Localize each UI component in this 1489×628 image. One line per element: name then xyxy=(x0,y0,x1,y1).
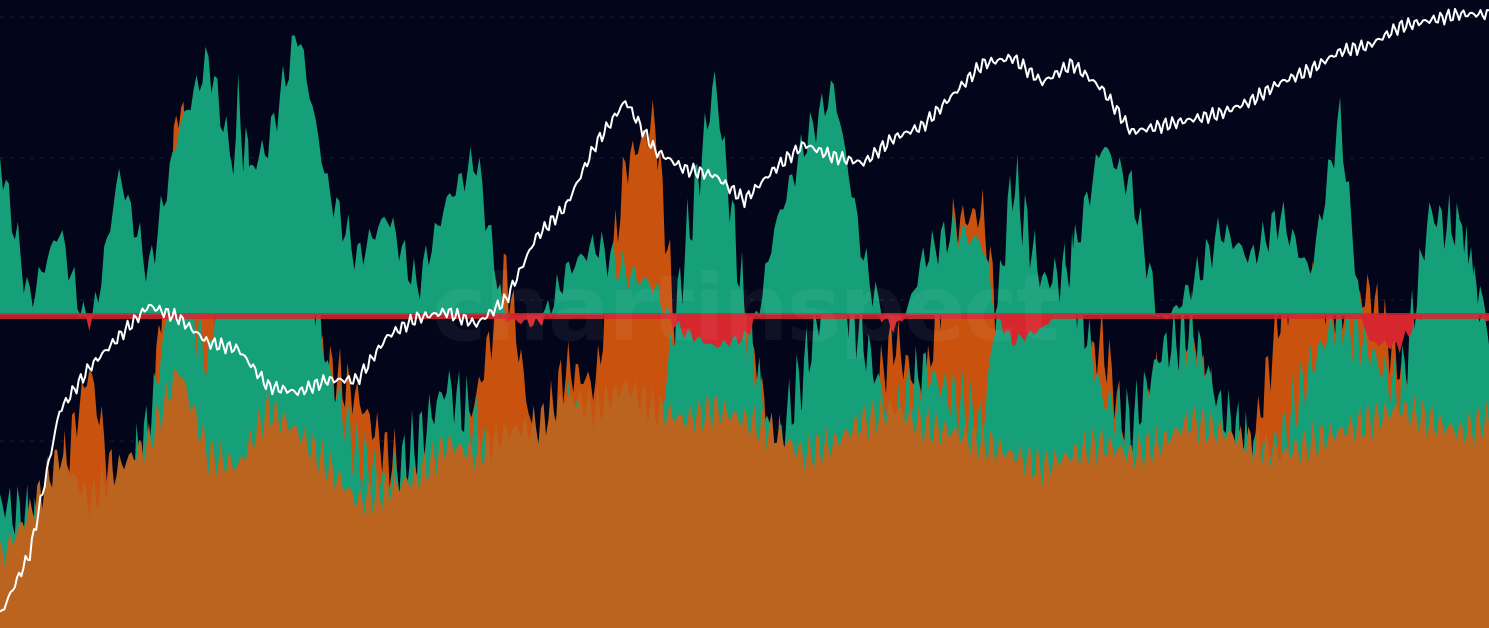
watermark: chartinspect xyxy=(432,255,1058,362)
oscillator xyxy=(0,35,1489,354)
area-base xyxy=(0,369,1489,628)
price-series-line xyxy=(0,7,1489,613)
price-line xyxy=(0,7,1489,613)
oscillator-positive xyxy=(0,35,1489,316)
oscillator-zero-band xyxy=(0,313,1489,319)
oscillator-negative xyxy=(0,315,1489,354)
volume-areas xyxy=(0,70,1489,628)
